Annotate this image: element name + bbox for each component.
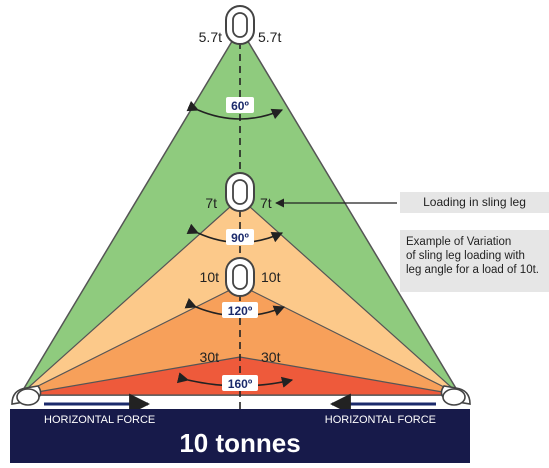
load-label-60-left: 5.7t [199, 29, 222, 45]
load-label-160-left: 30t [200, 349, 220, 365]
lower-link-icon [225, 257, 255, 297]
angle-badge-60: 60º [226, 97, 254, 113]
left-hook-icon [11, 385, 42, 406]
callout-example-variation: Example of Variation of sling leg loadin… [400, 230, 549, 292]
callout-example-line-2: of sling leg loading with [406, 250, 525, 262]
angle-arc-60 [186, 100, 284, 120]
angle-label-60: 60º [231, 99, 249, 113]
middle-link-icon [225, 172, 255, 212]
load-label-90-left: 7t [205, 195, 217, 211]
horizontal-force-label-left: HORIZONTAL FORCE [44, 414, 155, 426]
right-hook-icon [440, 385, 471, 406]
angle-label-120: 120º [228, 304, 253, 318]
load-label-90-right: 7t [260, 195, 272, 211]
load-label-60-right: 5.7t [258, 29, 281, 45]
load-bar [10, 409, 470, 463]
angle-badge-120: 120º [222, 302, 258, 318]
load-label-120-right: 10t [261, 269, 281, 285]
callout-loading-in-sling-leg: Loading in sling leg [400, 192, 549, 213]
horizontal-force-label-right: HORIZONTAL FORCE [325, 414, 436, 426]
angle-badge-160: 160º [222, 375, 258, 391]
angle-badge-90: 90º [226, 229, 254, 245]
angle-label-160: 160º [228, 377, 253, 391]
load-label: 10 tonnes [179, 428, 300, 458]
angle-label-90: 90º [231, 231, 249, 245]
top-link-icon [225, 5, 255, 45]
load-label-120-left: 10t [200, 269, 220, 285]
callout-example-line-3: leg angle for a load of 10t. [406, 264, 539, 276]
callout-example-line-1: Example of Variation [406, 236, 512, 248]
load-label-160-right: 30t [261, 349, 281, 365]
